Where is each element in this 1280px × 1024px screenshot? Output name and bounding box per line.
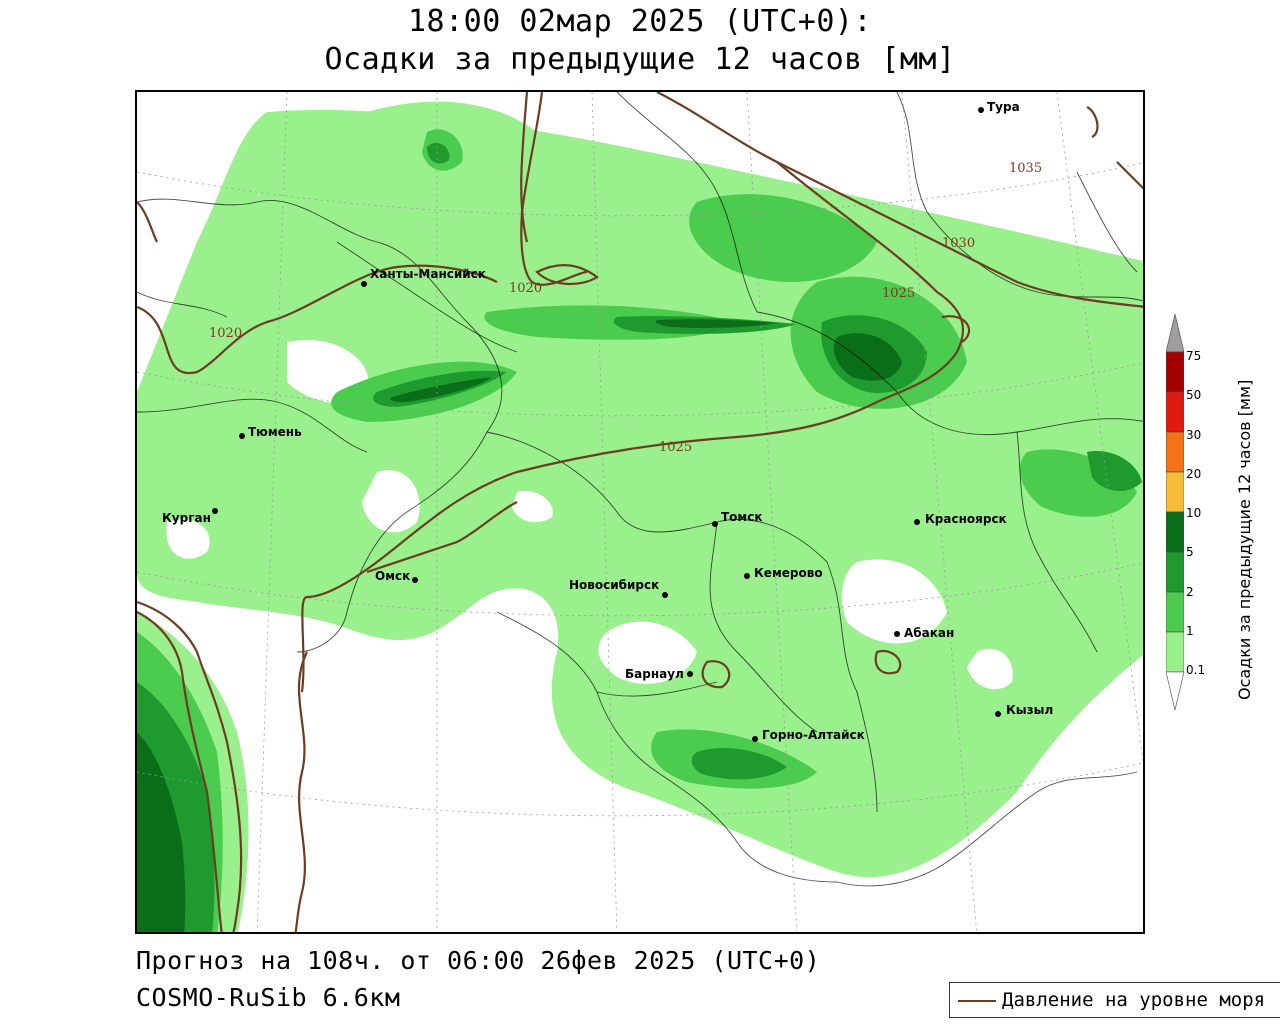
colorbar-cell-below-0.1 bbox=[1166, 671, 1184, 710]
city-label: Томск bbox=[721, 510, 763, 524]
isobar-label: 1030 bbox=[942, 236, 975, 251]
colorbar-tick: 5 bbox=[1186, 545, 1194, 559]
precip-colorbar bbox=[1166, 314, 1184, 710]
isobars bbox=[137, 92, 1143, 932]
model-name: COSMO-RuSib 6.6км bbox=[136, 983, 401, 1012]
city-kemerovo: Кемерово bbox=[744, 566, 823, 580]
region-boundaries bbox=[137, 92, 1143, 887]
isobar-label: 1035 bbox=[1009, 161, 1042, 176]
pressure-legend-line bbox=[958, 1000, 996, 1002]
isobar-label: 1020 bbox=[509, 281, 542, 296]
colorbar-cell-0.1-1 bbox=[1166, 631, 1184, 673]
colorbar-cell-20-30 bbox=[1166, 431, 1184, 473]
colorbar-cell-10-20 bbox=[1166, 471, 1184, 513]
colorbar-tick: 30 bbox=[1186, 428, 1202, 442]
city-label: Тюмень bbox=[248, 425, 302, 439]
isobar-label: 1025 bbox=[659, 440, 692, 455]
city-label: Курган bbox=[162, 511, 211, 525]
city-novosibirsk: Новосибирск bbox=[569, 578, 668, 598]
colorbar-title: Осадки за предыдущие 12 часов [мм] bbox=[1235, 379, 1254, 700]
map-title-datetime: 18:00 02мар 2025 (UTC+0): bbox=[407, 4, 873, 39]
precip-very-heavy-areas bbox=[137, 319, 902, 932]
colorbar-tick: 2 bbox=[1186, 585, 1194, 599]
city-label: Ханты-Мансийск bbox=[370, 267, 486, 281]
map-title-variable: Осадки за предыдущие 12 часов [мм] bbox=[324, 42, 956, 77]
forecast-info: Прогноз на 108ч. от 06:00 26фев 2025 (UT… bbox=[136, 946, 821, 975]
city-omsk: Омск bbox=[375, 569, 418, 583]
isobar-label: 1025 bbox=[882, 286, 915, 301]
colorbar-cell-2-5 bbox=[1166, 551, 1184, 593]
city-label: Кемерово bbox=[754, 566, 823, 580]
city-label: Абакан bbox=[904, 626, 954, 640]
city-khanty-mansiysk: Ханты-Мансийск bbox=[361, 267, 486, 287]
colorbar-tick: 20 bbox=[1186, 467, 1202, 481]
city-tomsk: Томск bbox=[712, 510, 763, 527]
isobar-label: 1020 bbox=[209, 326, 242, 341]
city-krasnoyarsk: Красноярск bbox=[914, 512, 1007, 526]
city-label: Красноярск bbox=[925, 512, 1007, 526]
colorbar-cell-1-2 bbox=[1166, 591, 1184, 633]
colorbar-tick: 0.1 bbox=[1186, 663, 1206, 677]
city-label: Тура bbox=[987, 100, 1020, 114]
city-label: Омск bbox=[375, 569, 410, 583]
colorbar-cell-50-75 bbox=[1166, 351, 1184, 393]
city-tura: Тура bbox=[978, 100, 1020, 114]
colorbar-tick: 50 bbox=[1186, 388, 1202, 402]
city-gorno-altaysk: Горно-Алтайск bbox=[752, 728, 865, 742]
colorbar-tick: 75 bbox=[1186, 349, 1202, 363]
dry-patches bbox=[166, 340, 1013, 690]
city-label: Горно-Алтайск bbox=[762, 728, 865, 742]
colorbar-cell-75plus bbox=[1166, 314, 1184, 353]
city-kurgan: Курган bbox=[162, 508, 218, 525]
cities: Тура Ханты-Мансийск Тюмень Курган Омск Т… bbox=[162, 100, 1053, 742]
colorbar-tick: 1 bbox=[1186, 624, 1194, 638]
colorbar-tick: 10 bbox=[1186, 506, 1202, 520]
city-label: Кызыл bbox=[1006, 703, 1053, 717]
pressure-legend-label: Давление на уровне моря bbox=[1002, 989, 1266, 1011]
city-label: Барнаул bbox=[625, 667, 684, 681]
colorbar-cell-30-50 bbox=[1166, 391, 1184, 433]
map-canvas: 1020 1020 1025 1025 1030 1035 Тура Ханты… bbox=[137, 92, 1143, 932]
precipitation-map: 1020 1020 1025 1025 1030 1035 Тура Ханты… bbox=[135, 90, 1145, 934]
colorbar-cell-5-10 bbox=[1166, 511, 1184, 553]
city-abakan: Абакан bbox=[894, 626, 954, 640]
pressure-legend: Давление на уровне моря bbox=[949, 982, 1280, 1018]
city-tyumen: Тюмень bbox=[239, 425, 302, 439]
city-kyzyl: Кызыл bbox=[995, 703, 1053, 717]
city-barnaul: Барнаул bbox=[625, 667, 693, 681]
city-label: Новосибирск bbox=[569, 578, 659, 592]
